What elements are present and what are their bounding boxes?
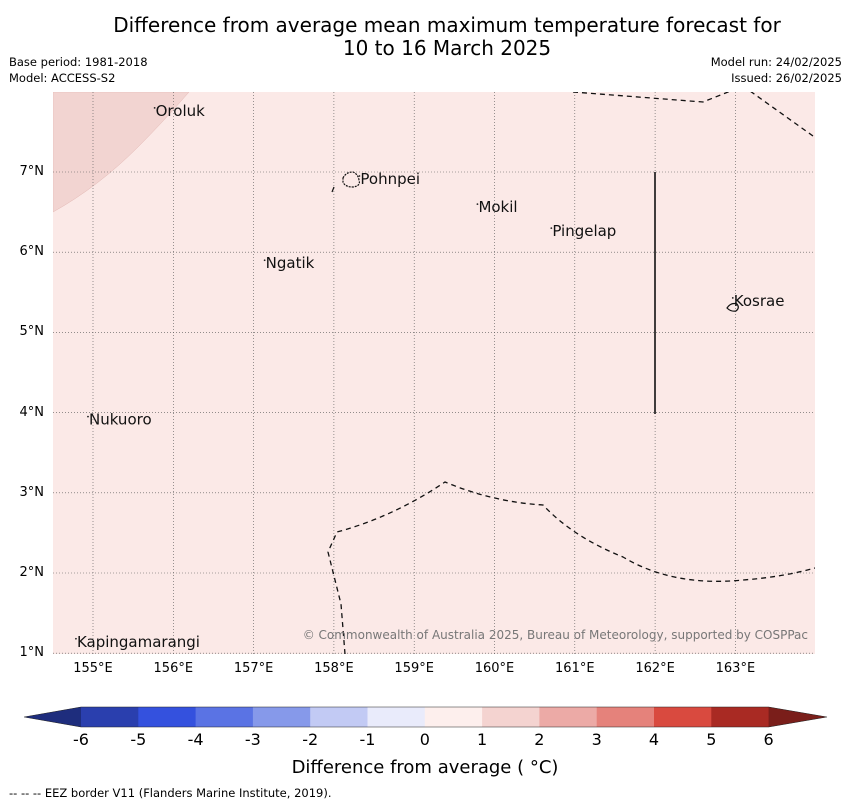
colorbar-tick-label: 2 [534,730,545,749]
colorbar-tick-label: -2 [302,730,319,749]
eez-border-north [572,92,814,137]
place-label: Kosrae [734,292,785,310]
colorbar-outline [24,706,828,728]
place-marker [153,106,156,109]
place-label: Kapingamarangi [77,633,200,651]
metadata-right: Model run: 24/02/2025 Issued: 26/02/2025 [711,54,842,86]
place-marker [731,297,734,299]
latitude-label: 1°N [19,645,45,661]
place-marker [263,259,266,262]
longitude-label: 156°E [153,661,194,676]
issued-text: Issued: 26/02/2025 [731,71,842,85]
eez-footnote: -- -- -- EEZ border V11 (Flanders Marine… [9,786,332,800]
colorbar-segment [482,707,540,727]
longitude-label: 158°E [314,661,354,676]
colorbar-segment [424,707,483,727]
colorbar-tick-label: -6 [73,730,89,749]
title-line-1: Difference from average mean maximum tem… [113,13,781,37]
eez-border-south [327,481,815,654]
colorbar-segment [252,707,311,727]
place-marker [358,175,361,177]
place-label: Ngatik [266,254,315,272]
latitude-label: 6°N [19,244,45,260]
model-text: Model: ACCESS-S2 [9,71,116,85]
copyright-notice: © Commonwealth of Australia 2025, Bureau… [302,628,808,642]
place-label: Pohnpei [360,170,420,188]
colorbar-segment [596,707,655,727]
place-labels: Oroluk Pohnpei Mokil Pingelap Ngatik Kosrae Nu… [75,102,784,651]
map-background [53,92,815,654]
islet-mark [331,186,335,193]
colorbar-segment [138,707,197,727]
model-run-text: Model run: 24/02/2025 [710,55,842,69]
latitude-label: 4°N [19,404,45,420]
longitude-label: 155°E [73,661,113,676]
colorbar-tick-label: -3 [244,730,261,749]
warmer-region [53,92,190,213]
colorbar-tick-label: 3 [591,730,602,749]
colorbar-tick-label: 6 [763,730,774,749]
longitude-label: 160°E [474,661,515,676]
colorbar-low-extension [24,707,81,727]
colorbar [24,706,828,728]
graticule [53,92,815,654]
place-marker [550,227,553,230]
colorbar-segment [195,707,254,727]
place-label: Nukuoro [89,411,152,429]
colorbar-tick-label: 5 [706,730,717,749]
map-title: Difference from average mean maximum tem… [0,14,850,60]
colorbar-segment [711,707,770,727]
base-period-text: Base period: 1981-2018 [9,55,148,69]
place-label: Oroluk [156,102,205,120]
longitude-label: 159°E [394,661,434,676]
colorbar-segment [81,707,139,727]
place-label: Pingelap [552,222,616,240]
colorbar-segment [367,707,426,727]
place-marker [75,637,77,640]
latitude-label: 7°N [19,164,45,179]
colorbar-high-extension [768,707,827,727]
title-line-2: 10 to 16 March 2025 [342,36,552,60]
colorbar-segment [654,707,712,727]
kosrae-island-outline [726,302,739,312]
colorbar-segment [539,707,598,727]
colorbar-tick-label: 4 [648,730,660,749]
colorbar-segment [310,707,368,727]
colorbar-tick-label: 1 [477,730,488,749]
colorbar-tick-label: -5 [130,730,147,749]
forecast-map: Oroluk Pohnpei Mokil Pingelap Ngatik Kosrae Nu… [53,92,815,654]
colorbar-tick-label: -1 [359,730,376,749]
colorbar-tick-label: -4 [187,730,204,749]
latitude-label: 3°N [19,484,45,500]
place-label: Mokil [478,198,517,216]
longitude-label: 161°E [555,661,595,676]
latitude-label: 2°N [19,565,45,580]
place-marker [87,415,89,418]
metadata-left: Base period: 1981-2018 Model: ACCESS-S2 [9,54,148,86]
longitude-label: 162°E [635,661,675,676]
latitude-label: 5°N [19,324,45,340]
longitude-label: 157°E [233,661,274,676]
colorbar-tick-label: 0 [419,730,430,749]
colorbar-label: Difference from average ( °C) [291,757,559,778]
longitude-label: 163°E [715,661,756,676]
pohnpei-island-outline [342,171,360,188]
place-marker [476,203,479,205]
